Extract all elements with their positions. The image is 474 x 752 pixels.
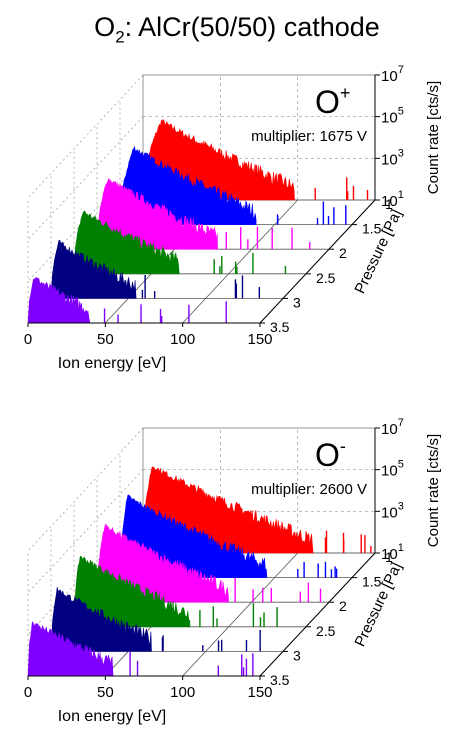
left-grid-line [27,116,144,240]
panel-top: 101 103 105 107 Count rate [cts/s] 0 50 100 150 I… [24,64,442,372]
ion-label: O+ [315,83,350,120]
spectrum-p2 [96,177,311,250]
z-tick-label: 103 [381,147,404,168]
x-tick-label: 100 [170,331,195,348]
x-tick-label: 0 [24,684,32,701]
z-tick-label: 105 [381,106,404,127]
figure-title: O2: AlCr(50/50) cathode [0,12,474,47]
energy-axis-label: Ion energy [eV] [58,708,167,725]
x-tick-label: 100 [170,684,195,701]
count-rate-axis-label: Count rate [cts/s] [425,81,442,194]
spectrum-p2.5 [73,555,278,628]
z-tick-label: 107 [381,64,404,85]
title-subscript: 2 [115,27,125,47]
multiplier-annotation: multiplier: 1675 V [251,128,367,145]
panel-bottom: 101 103 105 107 Count rate [cts/s] 0 50 100 150 I… [24,417,442,725]
multiplier-annotation: multiplier: 2600 V [251,481,367,498]
z-tick-label: 107 [381,417,404,438]
spectrum-p2.5 [73,210,287,275]
ion-label: O- [315,436,346,473]
count-rate-axis-label: Count rate [cts/s] [425,434,442,547]
z-tick-label: 101 [381,542,404,563]
spectrum-fill [119,145,257,225]
left-grid-line [27,427,144,552]
pressure-tick-label: 3 [293,294,301,310]
spectrum-fill [73,210,180,275]
left-grid-line [27,511,144,635]
spectrum-fill [96,177,218,250]
spectrum-p3 [50,587,261,652]
z-tick-label: 103 [381,500,404,521]
floor-grid-line [182,552,298,677]
pressure-tick-label: 1.5 [362,221,382,237]
spectrum-p3.5 [27,621,254,677]
left-grid-line [27,158,144,282]
pressure-tick-label: 2.5 [316,623,336,639]
title-prefix: O [94,12,116,42]
pressure-tick-label: 3.5 [270,319,290,335]
spectrum-fill [73,555,191,628]
pressure-axis-line [259,199,376,324]
pressure-tick-label: 2.5 [316,270,336,286]
energy-axis-label: Ion energy [eV] [58,355,167,372]
pressure-tick-label: 3.5 [270,672,290,688]
spectrum-fill [27,276,91,324]
z-tick-label: 105 [381,459,404,480]
pressure-tick-label: 1 [385,196,393,212]
x-tick-label: 50 [97,331,114,348]
pressure-tick-label: 2 [339,245,347,261]
spectrum-p3 [50,239,261,299]
pressure-axis-line [259,552,376,677]
title-rest: : AlCr(50/50) cathode [124,12,380,42]
spectrum-p1.5 [119,145,347,225]
pressure-tick-label: 3 [293,647,301,663]
z-tick-label: 101 [381,189,404,210]
pressure-tick-label: 1.5 [362,574,382,590]
pressure-tick-label: 1 [385,549,393,565]
x-tick-label: 150 [247,684,272,701]
x-tick-label: 150 [247,331,272,348]
x-tick-label: 0 [24,331,32,348]
left-grid-line [27,469,144,593]
floor-grid-line [182,199,298,324]
left-grid-line [27,74,144,199]
spectrum-fill [50,587,152,652]
pressure-tick-label: 2 [339,598,347,614]
spectrum-p3.5 [27,276,227,324]
spectrum-fill [50,239,137,299]
x-tick-label: 50 [97,684,114,701]
spectrum-fill [27,621,114,677]
